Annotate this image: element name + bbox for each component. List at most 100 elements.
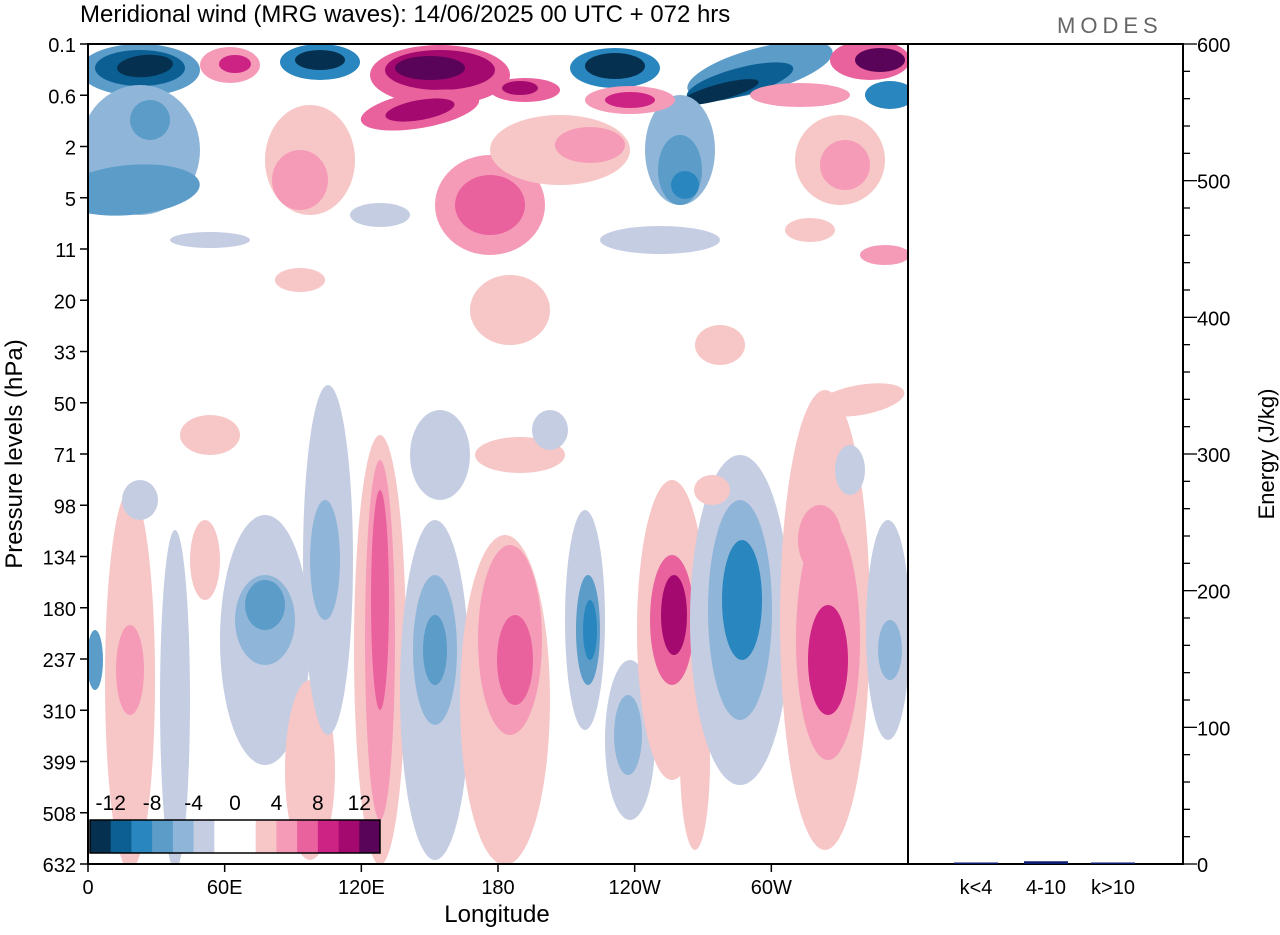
contour-region — [614, 695, 642, 775]
y-tick-label: 237 — [43, 650, 76, 672]
x-tick-label: 120E — [338, 877, 385, 899]
x-tick-label: 60W — [751, 877, 792, 899]
y-tick-label: 0.6 — [48, 86, 76, 108]
chart-title: Meridional wind (MRG waves): 14/06/2025 … — [80, 1, 730, 28]
colorbar-swatch — [255, 820, 277, 853]
contour-region — [694, 475, 730, 505]
x-tick-label: 60E — [207, 877, 243, 899]
colorbar-label: 12 — [348, 792, 371, 815]
colorbar-swatch — [110, 820, 132, 853]
contour-region — [798, 505, 842, 575]
energy-tick-label: 300 — [1197, 445, 1230, 467]
contour-region — [878, 620, 902, 680]
colorbar: -12 -8 -4 0 4 8 12 — [89, 792, 381, 854]
y-tick-label: 134 — [43, 548, 76, 570]
x-axis-label: Longitude — [444, 901, 549, 928]
contour-region — [88, 164, 200, 216]
colorbar-swatch — [338, 820, 360, 853]
contour-region — [272, 150, 328, 210]
contour-region — [117, 54, 173, 78]
contour-region — [695, 325, 745, 365]
colorbar-label: 8 — [312, 792, 324, 815]
y-tick-label: 33 — [54, 343, 76, 365]
contour-region — [671, 171, 699, 199]
contour-region — [170, 232, 250, 248]
colorbar-swatch — [235, 820, 257, 853]
contour-region — [371, 490, 389, 710]
colorbar-label: -12 — [96, 792, 126, 815]
contour-region — [785, 218, 835, 242]
contour-region — [410, 410, 470, 500]
energy-tick-label: 100 — [1197, 718, 1230, 740]
colorbar-swatch — [193, 820, 215, 853]
contour-region — [190, 520, 220, 600]
colorbar-label: -8 — [143, 792, 162, 815]
energy-panel: 0 100 200 300 400 500 600 k<4 4-10 k>10 Energy (… — [907, 35, 1279, 899]
colorbar-swatch — [90, 820, 112, 853]
colorbar-swatch — [276, 820, 298, 853]
energy-tick-label: 0 — [1197, 855, 1208, 877]
colorbar-swatch — [297, 820, 319, 853]
heatmap-contours — [88, 44, 908, 864]
contour-region — [661, 575, 687, 655]
colorbar-swatch — [317, 820, 340, 853]
energy-axis-label: Energy (J/kg) — [1254, 389, 1279, 520]
y-tick-label: 5 — [65, 189, 76, 211]
contour-region — [865, 81, 908, 109]
contour-region — [855, 48, 905, 72]
y-tick-label: 11 — [55, 240, 76, 262]
colorbar-swatch — [214, 820, 236, 853]
colorbar-swatch — [172, 820, 195, 853]
contour-region — [116, 625, 144, 715]
y-tick-label: 310 — [43, 701, 76, 723]
contour-region — [180, 415, 240, 455]
contour-region — [808, 605, 848, 715]
energy-tick-label: 200 — [1197, 582, 1230, 604]
x-tick-label: 120W — [609, 877, 661, 899]
colorbar-swatch — [131, 820, 153, 853]
contour-region — [750, 83, 850, 107]
y-tick-label: 50 — [54, 394, 76, 416]
y-tick-label: 20 — [54, 291, 76, 313]
contour-region — [860, 245, 908, 265]
colorbar-label: 0 — [229, 792, 241, 815]
colorbar-swatch — [152, 820, 174, 853]
energy-category-label: 4-10 — [1026, 877, 1066, 899]
contour-region — [310, 500, 340, 620]
contour-region — [122, 480, 158, 520]
contour-region — [583, 600, 597, 660]
energy-category-label: k>10 — [1091, 877, 1135, 899]
y-tick-label: 180 — [43, 599, 76, 621]
contour-region — [497, 615, 533, 705]
x-tick-label: 180 — [481, 877, 514, 899]
energy-tick-label: 500 — [1197, 172, 1230, 194]
y-tick-label: 98 — [54, 496, 76, 518]
contour-region — [502, 81, 538, 95]
energy-bar — [1024, 861, 1068, 864]
contour-region — [295, 50, 345, 70]
y-tick-label: 399 — [43, 753, 76, 775]
y-tick-label: 632 — [43, 855, 76, 877]
contour-region — [88, 630, 103, 690]
contour-region — [455, 175, 525, 235]
contour-region — [555, 127, 625, 163]
contour-region — [835, 445, 865, 495]
brand-logo: MODES — [1057, 13, 1163, 38]
contour-region — [470, 275, 550, 345]
longitude-axis: 0 60E 120E 180 120W 60W — [82, 864, 792, 899]
colorbar-label: 4 — [271, 792, 283, 815]
contour-region — [160, 530, 190, 864]
energy-tick-label: 400 — [1197, 308, 1230, 330]
contour-region — [395, 56, 465, 80]
y-tick-label: 2 — [65, 138, 76, 160]
contour-region — [350, 203, 410, 227]
contour-region — [585, 53, 645, 79]
contour-region — [722, 540, 762, 660]
energy-frame — [907, 43, 1184, 865]
contour-region — [219, 55, 251, 73]
energy-category-label: k<4 — [960, 877, 993, 899]
pressure-axis: 0.1 0.6 2 5 11 20 33 50 71 98 134 180 237 310 399 508 63… — [43, 35, 88, 877]
energy-tick-label: 600 — [1197, 35, 1230, 57]
